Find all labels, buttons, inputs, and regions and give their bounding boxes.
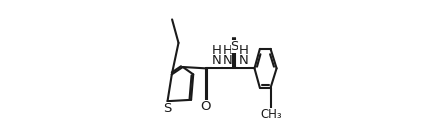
Text: N: N — [239, 54, 248, 67]
Text: CH₃: CH₃ — [260, 108, 282, 121]
Text: H: H — [223, 44, 232, 57]
Text: H: H — [212, 44, 222, 57]
Text: N: N — [212, 54, 222, 67]
Text: N: N — [223, 54, 232, 67]
Text: S: S — [231, 40, 239, 53]
Text: H: H — [239, 44, 248, 57]
Text: S: S — [163, 102, 172, 115]
Text: O: O — [200, 100, 211, 113]
